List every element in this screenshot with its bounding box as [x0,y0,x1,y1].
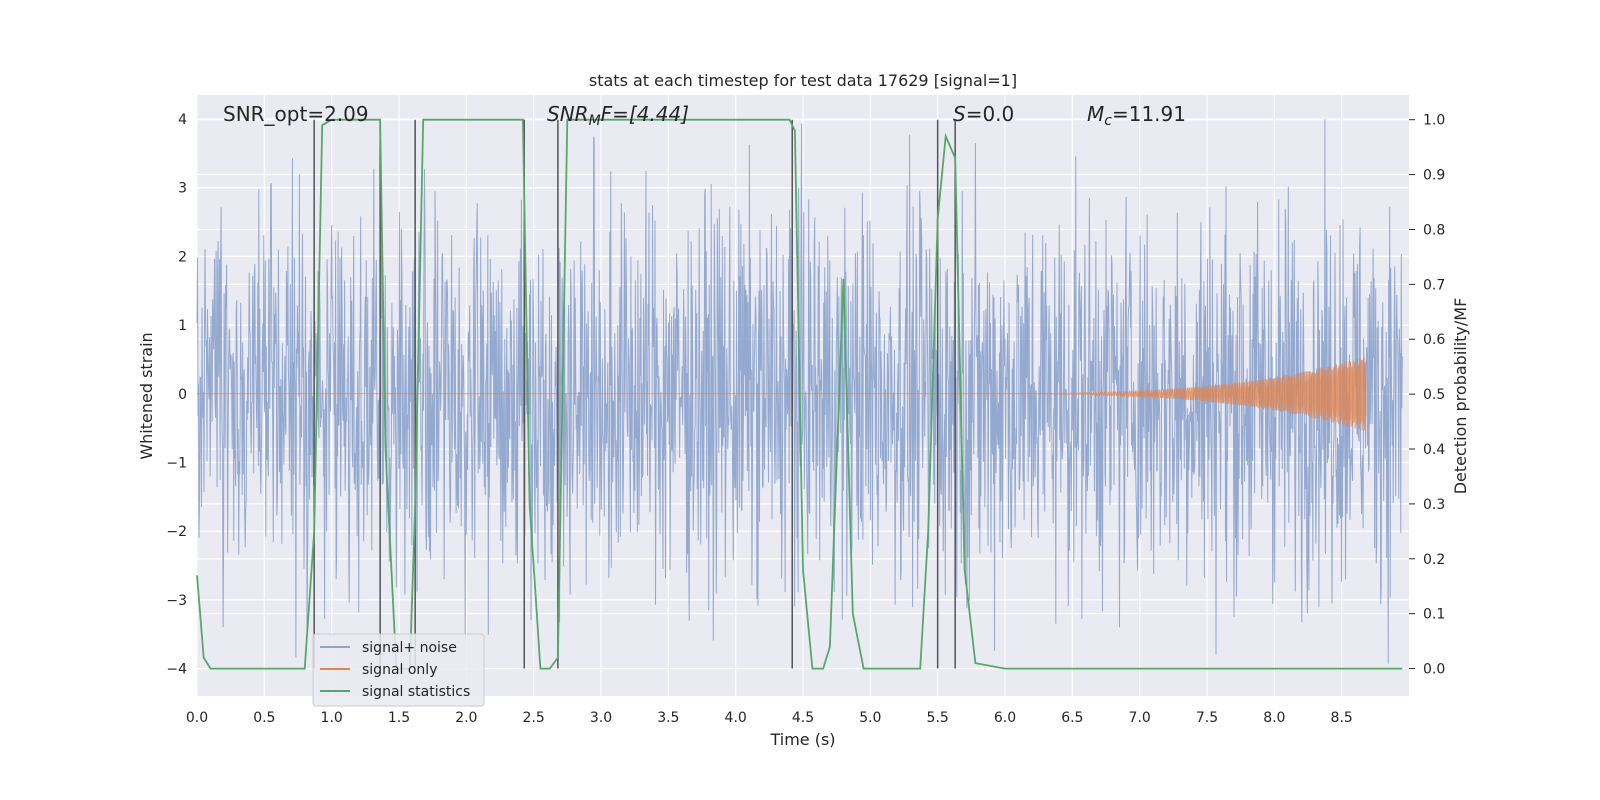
vertical-markers [313,119,956,669]
legend: signal+ noise signal only signal statist… [312,633,485,707]
snr-mf-main: SNR [547,102,589,126]
x-tick-label: 5.0 [859,710,881,726]
x-tick-label: 3.0 [590,710,612,726]
y-tick-label-right: 1.0 [1423,113,1445,129]
y-tick-label-right: 0.6 [1423,332,1445,348]
statistics-series [196,118,1403,670]
mc-subscript: c [1104,113,1112,129]
y-tick-label-right: 0.7 [1423,277,1445,293]
snr-mf-annotation: SNRMF=[4.44] [547,102,689,129]
snr-mf-subscript: M [589,113,601,129]
x-axis-label: Time (s) [769,730,835,749]
legend-box [312,633,485,707]
statistics-line [196,118,1403,670]
y-tick-label-right: 0.1 [1423,607,1445,623]
y-tick-label-left: 2 [178,249,187,265]
y-tick-label-right: 0.9 [1423,168,1445,184]
y-axis-label-left: Whitened strain [137,332,156,459]
s-value: =0.0 [966,102,1015,126]
y-tick-label-left: 3 [178,181,187,197]
signal-only-series [197,357,1367,431]
y-tick-label-right: 0.5 [1423,387,1445,403]
x-tick-label: 5.5 [927,710,949,726]
x-tick-label: 8.5 [1331,710,1353,726]
y-tick-label-right: 0.0 [1423,662,1445,678]
mc-annotation: Mc=11.91 [1087,102,1186,129]
s-annotation: S=0.0 [953,102,1014,126]
mc-value: =11.91 [1112,102,1186,126]
legend-label-noise: signal+ noise [362,640,457,656]
x-tick-label: 2.0 [455,710,477,726]
x-tick-label: 1.0 [321,710,343,726]
y-tick-label-left: −3 [166,593,187,609]
noise-series [196,118,1403,664]
x-tick-label: 7.5 [1196,710,1218,726]
x-tick-label: 4.0 [725,710,747,726]
y-tick-label-left: −1 [166,455,187,471]
snr-mf-rest: F=[4.44] [601,102,689,126]
legend-label-signal: signal only [362,662,437,678]
y-tick-label-left: −4 [166,662,187,678]
x-tick-label: 1.5 [388,710,410,726]
signal-only-trace [197,357,1367,431]
axis-ticks: 0.0 0.5 1.0 1.5 2.0 2.5 3.0 3.5 4.0 4.5 5.0 5.5 6.0 6… [166,112,1445,726]
y-tick-label-right: 0.2 [1423,552,1445,568]
x-tick-label: 3.5 [657,710,679,726]
y-tick-label-left: 4 [178,112,187,128]
y-tick-label-left: 0 [178,387,187,403]
y-tick-label-right: 0.4 [1423,442,1445,458]
chart-title: stats at each timestep for test data 176… [589,71,1017,90]
y-axis-label-right: Detection probability/MF [1451,298,1470,495]
snr-opt-annotation: SNR_opt=2.09 [223,102,369,126]
x-tick-label: 7.0 [1129,710,1151,726]
x-tick-label: 2.5 [523,710,545,726]
y-tick-label-right: 0.3 [1423,497,1445,513]
x-tick-label: 0.5 [253,710,275,726]
s-label: S [953,102,966,126]
x-tick-label: 6.5 [1061,710,1083,726]
noise-trace [196,118,1403,664]
y-tick-label-right: 0.8 [1423,222,1445,238]
x-tick-label: 8.0 [1263,710,1285,726]
legend-label-statistics: signal statistics [362,684,470,700]
x-tick-label: 6.0 [994,710,1016,726]
x-tick-label: 0.0 [186,710,208,726]
y-tick-label-left: 1 [178,318,187,334]
y-tick-label-left: −2 [166,524,187,540]
x-tick-label: 4.5 [792,710,814,726]
mc-main: M [1087,102,1104,126]
